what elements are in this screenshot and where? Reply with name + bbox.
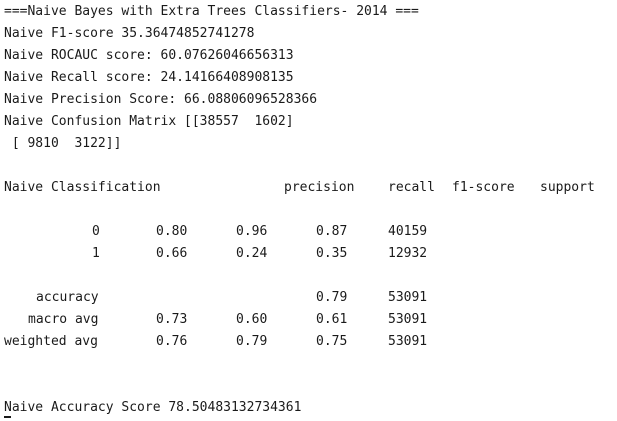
- table-cell: 0.76: [156, 334, 188, 349]
- table-cell: 0.80: [156, 224, 188, 239]
- text-cursor: [4, 416, 11, 418]
- accuracy-score-line: Naive Accuracy Score 78.50483132734361: [4, 400, 302, 415]
- f1-score-line: Naive F1-score 35.36474852741278: [4, 26, 255, 41]
- table-cell: 0.79: [316, 290, 348, 305]
- table-cell: 0.73: [156, 312, 188, 327]
- report-title: Naive Classification: [4, 180, 161, 195]
- column-header-precision: precision: [284, 180, 355, 195]
- table-cell: 53091: [388, 290, 428, 305]
- table-cell: 0.35: [316, 246, 348, 261]
- row-label-accuracy: accuracy: [36, 290, 99, 305]
- report-header: ===Naive Bayes with Extra Trees Classifi…: [4, 4, 419, 19]
- table-cell: 0.96: [236, 224, 268, 239]
- confusion-matrix-line-1: Naive Confusion Matrix [[38557 1602]: [4, 114, 294, 129]
- column-header-f1-score: f1-score: [452, 180, 515, 195]
- table-cell: 0.60: [236, 312, 268, 327]
- row-label-weighted-avg: weighted avg: [4, 334, 98, 349]
- row-label-class-0: 0: [92, 224, 100, 239]
- table-cell: 12932: [388, 246, 428, 261]
- column-header-support: support: [540, 180, 595, 195]
- rocauc-score-line: Naive ROCAUC score: 60.07626046656313: [4, 48, 294, 63]
- row-label-macro-avg: macro avg: [28, 312, 99, 327]
- recall-score-line: Naive Recall score: 24.14166408908135: [4, 70, 294, 85]
- table-cell: 0.79: [236, 334, 268, 349]
- row-label-class-1: 1: [92, 246, 100, 261]
- table-cell: 0.61: [316, 312, 348, 327]
- table-cell: 53091: [388, 334, 428, 349]
- precision-score-line: Naive Precision Score: 66.08806096528366: [4, 92, 318, 107]
- table-cell: 0.24: [236, 246, 268, 261]
- table-cell: 0.87: [316, 224, 348, 239]
- table-cell: 53091: [388, 312, 428, 327]
- confusion-matrix-line-2: [ 9810 3122]]: [4, 136, 122, 151]
- table-cell: 0.66: [156, 246, 188, 261]
- table-cell: 40159: [388, 224, 428, 239]
- table-cell: 0.75: [316, 334, 348, 349]
- column-header-recall: recall: [388, 180, 435, 195]
